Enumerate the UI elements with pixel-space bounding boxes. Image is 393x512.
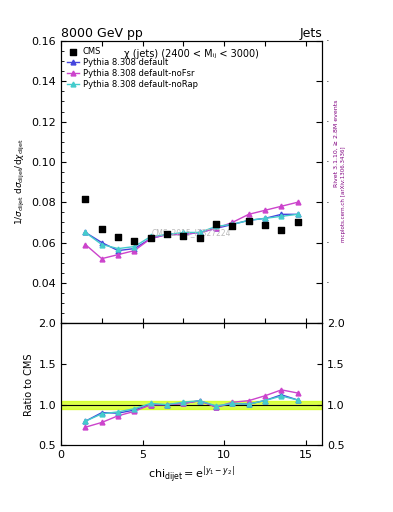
Text: mcplots.cern.ch [arXiv:1306.3436]: mcplots.cern.ch [arXiv:1306.3436] [342, 147, 346, 242]
Pythia 8.308 default-noFsr [246, 211, 251, 218]
Text: χ (jets) (2400 < Mᵢⱼ < 3000): χ (jets) (2400 < Mᵢⱼ < 3000) [124, 50, 259, 59]
X-axis label: $\mathrm{chi}_\mathrm{dijet} = \mathrm{e}^{|y_1 - y_2|}$: $\mathrm{chi}_\mathrm{dijet} = \mathrm{e… [148, 464, 235, 485]
Text: 8000 GeV pp: 8000 GeV pp [61, 27, 143, 40]
Pythia 8.308 default-noRap [246, 217, 251, 223]
Pythia 8.308 default [165, 231, 169, 238]
Y-axis label: Ratio to CMS: Ratio to CMS [24, 353, 34, 416]
Text: Jets: Jets [299, 27, 322, 40]
Text: CMS_2015_I1327224: CMS_2015_I1327224 [152, 228, 231, 238]
CMS [148, 234, 154, 243]
CMS [196, 234, 203, 243]
CMS [180, 232, 187, 241]
Pythia 8.308 default [246, 217, 251, 223]
Pythia 8.308 default-noRap [230, 221, 235, 227]
CMS [229, 222, 235, 230]
Pythia 8.308 default-noRap [197, 229, 202, 236]
CMS [164, 230, 170, 239]
CMS [82, 195, 88, 203]
Line: Pythia 8.308 default-noRap: Pythia 8.308 default-noRap [83, 212, 300, 251]
Pythia 8.308 default-noRap [279, 214, 284, 220]
Line: Pythia 8.308 default-noFsr: Pythia 8.308 default-noFsr [83, 200, 300, 261]
CMS [131, 237, 138, 245]
Pythia 8.308 default [132, 245, 137, 251]
Pythia 8.308 default-noFsr [296, 199, 300, 205]
Pythia 8.308 default-noFsr [263, 207, 268, 214]
Pythia 8.308 default [99, 240, 104, 246]
Bar [61, 400, 322, 409]
Pythia 8.308 default-noFsr [230, 219, 235, 225]
Pythia 8.308 default [116, 247, 120, 253]
Y-axis label: $1/\sigma_\mathrm{dijet}\ \mathrm{d}\sigma_\mathrm{dijet}/\mathrm{d}\chi_\mathrm: $1/\sigma_\mathrm{dijet}\ \mathrm{d}\sig… [14, 139, 27, 225]
Pythia 8.308 default-noFsr [181, 231, 186, 238]
Pythia 8.308 default-noFsr [165, 231, 169, 238]
Pythia 8.308 default-noFsr [279, 203, 284, 209]
CMS [213, 220, 219, 228]
Pythia 8.308 default-noFsr [132, 247, 137, 253]
Pythia 8.308 default [149, 236, 153, 242]
Pythia 8.308 default [214, 225, 219, 231]
Pythia 8.308 default-noRap [99, 242, 104, 248]
Pythia 8.308 default-noFsr [99, 255, 104, 262]
Text: Rivet 3.1.10, ≥ 2.8M events: Rivet 3.1.10, ≥ 2.8M events [334, 100, 338, 187]
Legend: CMS, Pythia 8.308 default, Pythia 8.308 default-noFsr, Pythia 8.308 default-noRa: CMS, Pythia 8.308 default, Pythia 8.308 … [65, 45, 199, 91]
CMS [246, 217, 252, 225]
Pythia 8.308 default-noRap [83, 229, 88, 236]
Pythia 8.308 default-noRap [263, 215, 268, 221]
Pythia 8.308 default-noRap [181, 229, 186, 236]
CMS [262, 221, 268, 229]
Pythia 8.308 default-noRap [149, 233, 153, 240]
Pythia 8.308 default-noRap [296, 211, 300, 218]
Pythia 8.308 default-noRap [165, 231, 169, 238]
CMS [99, 225, 105, 233]
Line: Pythia 8.308 default: Pythia 8.308 default [83, 212, 300, 253]
Pythia 8.308 default-noFsr [116, 251, 120, 258]
Pythia 8.308 default [279, 211, 284, 218]
Pythia 8.308 default-noRap [116, 245, 120, 251]
Pythia 8.308 default [296, 211, 300, 218]
Pythia 8.308 default [230, 221, 235, 227]
CMS [115, 233, 121, 242]
Pythia 8.308 default [197, 229, 202, 236]
Pythia 8.308 default-noRap [132, 244, 137, 250]
Pythia 8.308 default-noRap [214, 223, 219, 229]
Pythia 8.308 default [263, 215, 268, 221]
Pythia 8.308 default-noFsr [214, 225, 219, 231]
Pythia 8.308 default [181, 231, 186, 238]
Pythia 8.308 default [83, 229, 88, 236]
Pythia 8.308 default-noFsr [83, 242, 88, 248]
CMS [295, 218, 301, 226]
CMS [278, 226, 285, 234]
Pythia 8.308 default-noFsr [149, 236, 153, 242]
Pythia 8.308 default-noFsr [197, 229, 202, 236]
